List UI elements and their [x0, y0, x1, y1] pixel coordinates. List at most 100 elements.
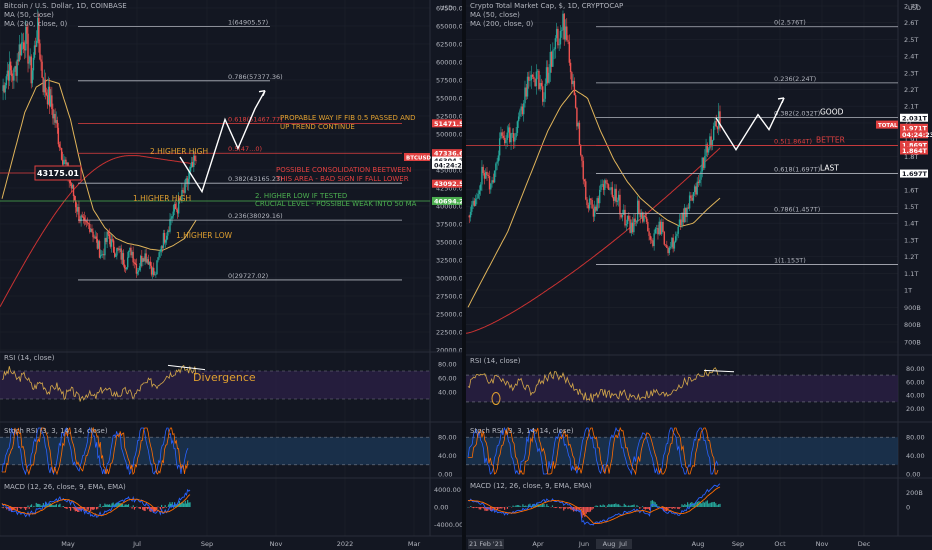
total-time-label: 21 Feb '21 [469, 540, 503, 548]
btc-candle [4, 85, 6, 93]
btc-macd-legend[interactable]: MACD (12, 26, close, 9, EMA, EMA) [4, 483, 126, 491]
total-candle [600, 184, 602, 190]
total-stoch-legend[interactable]: Stoch RSI (3, 3, 14, 14, close) [470, 427, 574, 435]
btc-ma200-legend[interactable]: MA (200, close, 0) [4, 20, 68, 28]
btc-candle [89, 223, 91, 232]
total-candle [557, 28, 559, 46]
total-macd-hist [667, 507, 669, 511]
total-candle [585, 181, 587, 200]
total-macd-hist [523, 505, 525, 507]
total-macd-hist [685, 504, 687, 507]
btc-axis-label: 51471.53 [434, 120, 462, 128]
total-candle [569, 62, 572, 73]
btc-macd-hist [86, 507, 88, 510]
btc-candle [181, 190, 183, 200]
btc-candle [39, 43, 41, 60]
total-macd-hist [530, 505, 532, 507]
pane-divider[interactable] [462, 0, 466, 550]
total-macd-hist [625, 504, 627, 507]
total-macd-hist [715, 503, 717, 507]
btc-chart-panel[interactable]: 67500.00 65000.00 62500.00 60000.00 57500.00… [0, 0, 462, 550]
btc-candle [187, 178, 190, 184]
btc-candle [27, 33, 29, 64]
btc-macd-hist [176, 504, 178, 507]
total-stoch-k-line [467, 426, 719, 476]
total-macd-legend[interactable]: MACD (12, 26, close, 9, EMA, EMA) [470, 482, 592, 490]
btc-macd-hist [143, 507, 145, 511]
btc-candle [44, 79, 47, 93]
btc-candle [37, 17, 39, 41]
btc-stoch-legend[interactable]: Stoch RSI (3, 3, 14, 14, close) [4, 427, 108, 435]
total-candle [621, 214, 624, 218]
total-macd-hist [610, 504, 613, 507]
total-candle [495, 163, 497, 171]
total-macd-hist [636, 505, 638, 507]
btc-candle [162, 232, 165, 248]
total-candle [596, 198, 598, 211]
btc-candle [153, 267, 155, 276]
total-fib-label: 1(1.153T) [774, 256, 806, 264]
btc-candle [20, 42, 23, 56]
total-macd-hist [671, 507, 673, 510]
total-macd-hist [502, 507, 504, 508]
total-macd-hist [592, 507, 594, 509]
total-candle [709, 136, 711, 149]
btc-candle [60, 148, 63, 160]
total-price-tick: 1T [904, 287, 912, 295]
total-macd-hist [681, 504, 683, 507]
total-candle [593, 206, 596, 217]
btc-candle [29, 56, 31, 63]
btc-ma50-legend[interactable]: MA (50, close) [4, 11, 54, 19]
total-macd-hist [527, 504, 530, 507]
total-macd-hist [664, 507, 666, 511]
btc-candle [154, 274, 156, 276]
total-candle [558, 44, 560, 46]
total-ma200-legend[interactable]: MA (200, close, 0) [470, 20, 534, 28]
total-macd-hist [613, 503, 616, 507]
total-ma50-legend[interactable]: MA (50, close) [470, 11, 520, 19]
btc-symbol-title[interactable]: Bitcoin / U.S. Dollar, 1D, COINBASE [4, 2, 127, 10]
total-macd-hist [633, 504, 635, 507]
total-rsi-legend[interactable]: RSI (14, close) [470, 357, 521, 365]
btc-macd-hist [133, 507, 136, 510]
total-macd-hist [599, 504, 601, 507]
btc-macd-hist [106, 504, 108, 507]
total-macd-hist [481, 507, 483, 509]
btc-candle [142, 258, 144, 262]
total-price-tick: 1.8T [904, 153, 918, 161]
btc-candle [144, 253, 146, 262]
total-chart-canvas[interactable]: 2.7T2.6T2.5T2.4T2.3T2.2T2.1T2T1.9T1.8T1.… [466, 0, 932, 550]
btc-candle [124, 268, 127, 270]
total-candle [509, 127, 511, 143]
total-symbol-tag-bg [876, 120, 898, 129]
btc-rsi-legend[interactable]: RSI (14, close) [4, 354, 55, 362]
total-price-tick: 1.1T [904, 270, 918, 278]
btc-candle [21, 42, 24, 44]
btc-macd-hist [164, 505, 166, 507]
btc-candle [105, 237, 107, 242]
total-candle [706, 144, 709, 153]
total-macd-hist [551, 505, 554, 507]
total-candle [630, 222, 633, 233]
total-macd-hist [577, 507, 579, 510]
btc-macd-hist [54, 505, 56, 507]
total-macd-hist [713, 501, 715, 507]
total-macd-hist [632, 505, 634, 507]
total-candle [615, 188, 617, 202]
total-macd-hist [709, 502, 711, 507]
btc-candle [134, 262, 137, 264]
total-macd-hist [641, 506, 644, 507]
total-chart-panel[interactable]: 2.7T 2.6T 2.5T 2.4T 2.3T 2.2T 2.1T 2T 1.9T 1.8T 1.… [466, 0, 932, 550]
btc-macd-hist [58, 504, 60, 507]
btc-candle [50, 95, 52, 107]
total-candle [523, 103, 525, 115]
btc-candle [176, 209, 179, 214]
total-candle [580, 144, 582, 155]
btc-candle [143, 258, 145, 262]
total-candle [502, 135, 505, 138]
total-candle [718, 111, 720, 130]
total-candle [644, 215, 646, 217]
total-symbol-title[interactable]: Crypto Total Market Cap, $, 1D, CRYPTOCA… [470, 2, 624, 10]
btc-chart-canvas[interactable]: 67500.00 65000.00 62500.00 60000.00 57500.00… [0, 0, 462, 550]
total-candle [604, 180, 606, 190]
